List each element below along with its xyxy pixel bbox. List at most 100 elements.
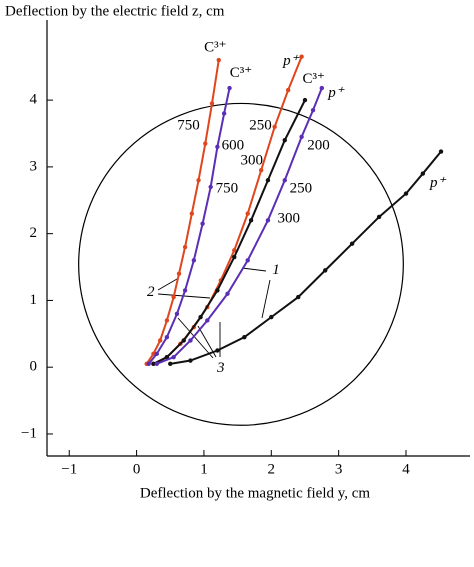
data-point — [154, 361, 159, 367]
data-point — [157, 338, 163, 343]
data-point — [182, 244, 188, 250]
annotation: 750 — [177, 118, 200, 134]
leader-line — [261, 279, 271, 319]
data-point — [196, 178, 201, 183]
annotation: 3 — [216, 360, 225, 376]
data-point — [215, 288, 220, 293]
data-point — [221, 111, 227, 116]
x-axis-label: Deflection by the magnetic field y, cm — [140, 485, 371, 501]
series-line — [152, 99, 306, 365]
data-point — [176, 271, 182, 276]
annotation: 200 — [307, 138, 330, 154]
y-axis-label: Deflection by the electric field z, cm — [5, 3, 225, 19]
data-point — [282, 137, 287, 143]
y-tick-label: 0 — [30, 359, 38, 375]
series-label: p⁺ — [327, 85, 345, 101]
data-point — [302, 97, 308, 103]
series-label: C³⁺ — [230, 65, 252, 81]
data-point — [208, 184, 213, 190]
data-point — [282, 178, 287, 183]
data-point — [154, 351, 159, 357]
data-point — [296, 294, 301, 300]
data-point — [188, 358, 193, 363]
data-point — [265, 218, 271, 223]
x-tick-label: 0 — [133, 461, 141, 477]
annotation: 1 — [272, 262, 280, 278]
data-point — [189, 211, 195, 216]
data-point — [248, 218, 254, 223]
annotation: 750 — [216, 180, 239, 196]
data-point — [420, 171, 426, 176]
leader-line — [177, 317, 214, 359]
data-point — [225, 291, 230, 296]
annotation: 300 — [241, 152, 264, 168]
series-label: p⁺ — [429, 175, 447, 191]
series-label: p⁺ — [282, 53, 300, 69]
data-point — [438, 149, 444, 154]
data-point — [171, 354, 176, 360]
data-point — [188, 338, 193, 343]
y-tick-label: 4 — [30, 92, 38, 108]
data-point — [242, 334, 247, 340]
series-line — [170, 150, 442, 365]
annotation: 250 — [290, 180, 313, 196]
x-tick-label: 3 — [335, 461, 343, 477]
data-point — [174, 311, 180, 316]
data-point — [245, 258, 250, 263]
data-point — [164, 318, 170, 323]
series-line — [145, 59, 220, 365]
data-point — [198, 314, 203, 320]
data-point — [182, 288, 188, 293]
data-point — [227, 85, 232, 91]
data-point — [258, 168, 264, 173]
leader-line — [157, 278, 178, 291]
y-tick-label: −1 — [21, 425, 37, 441]
annotation: 250 — [249, 118, 272, 134]
data-point — [191, 258, 197, 263]
data-point — [322, 268, 328, 273]
data-point — [232, 248, 237, 253]
data-point — [151, 351, 156, 357]
data-point — [151, 361, 156, 367]
data-point — [181, 338, 186, 343]
x-tick-label: −1 — [61, 461, 77, 477]
data-point — [285, 87, 291, 93]
data-point — [245, 211, 250, 216]
data-point — [403, 191, 409, 196]
y-tick-label: 2 — [30, 225, 38, 241]
data-point — [215, 144, 220, 150]
data-point — [164, 354, 170, 360]
series-label: C³⁺ — [204, 39, 226, 55]
x-tick-label: 1 — [200, 461, 208, 477]
data-point — [215, 348, 220, 353]
data-point — [209, 101, 215, 106]
y-tick-label: 1 — [30, 292, 38, 308]
annotation: 600 — [222, 138, 245, 154]
annotation: 2 — [147, 284, 155, 300]
data-point — [216, 57, 221, 63]
series-label: C³⁺ — [303, 71, 325, 87]
circle — [78, 102, 404, 426]
data-point — [272, 124, 277, 130]
data-point — [299, 134, 304, 140]
data-point — [200, 221, 205, 226]
data-point — [164, 334, 170, 340]
data-point — [171, 294, 176, 300]
data-point — [269, 314, 274, 320]
data-point — [232, 254, 237, 260]
x-tick-label: 2 — [268, 461, 276, 477]
x-tick-label: 4 — [402, 461, 410, 477]
y-tick-label: 3 — [30, 158, 38, 174]
data-point — [265, 178, 271, 183]
annotation: 300 — [278, 210, 301, 226]
data-point — [168, 361, 173, 367]
data-point — [146, 361, 151, 367]
data-point — [203, 141, 208, 146]
data-point — [205, 318, 210, 323]
data-point — [349, 241, 355, 246]
data-point — [319, 85, 325, 91]
data-point — [299, 54, 304, 59]
leader-line — [241, 267, 267, 272]
data-point — [376, 214, 382, 220]
